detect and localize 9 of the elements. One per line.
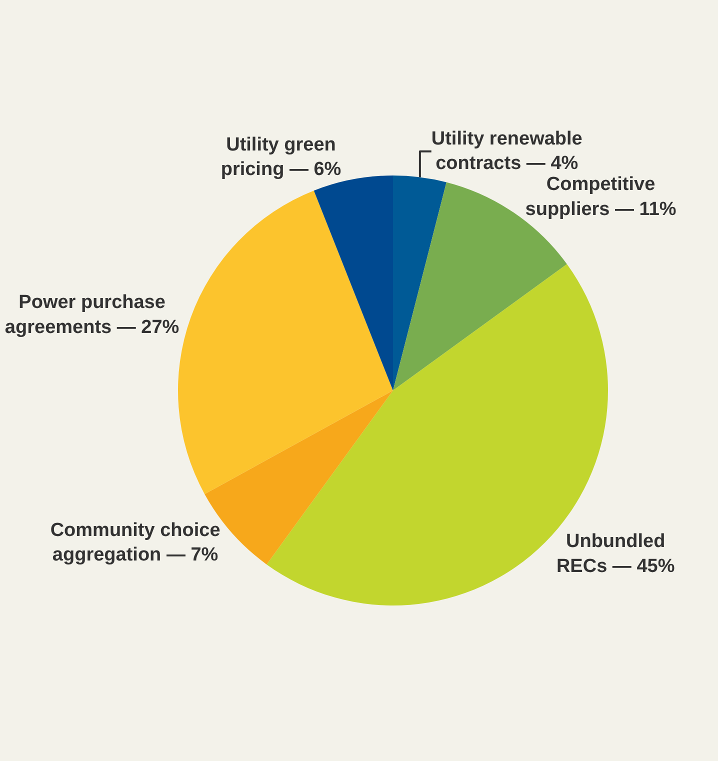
slice-label: Power purchase agreements — 27% bbox=[4, 292, 180, 338]
pie-slice bbox=[178, 190, 393, 494]
pie-slice bbox=[393, 176, 446, 390]
slice-label: Community choice aggregation — 7% bbox=[50, 520, 220, 566]
slice-label: Competitive suppliers — 11% bbox=[525, 174, 676, 220]
pie-slice bbox=[314, 176, 393, 390]
slice-label: Utility renewable contracts — 4% bbox=[431, 128, 582, 174]
slice-label: Utility green pricing — 6% bbox=[220, 134, 342, 180]
slice-label: Unbundled RECs — 45% bbox=[556, 531, 675, 577]
